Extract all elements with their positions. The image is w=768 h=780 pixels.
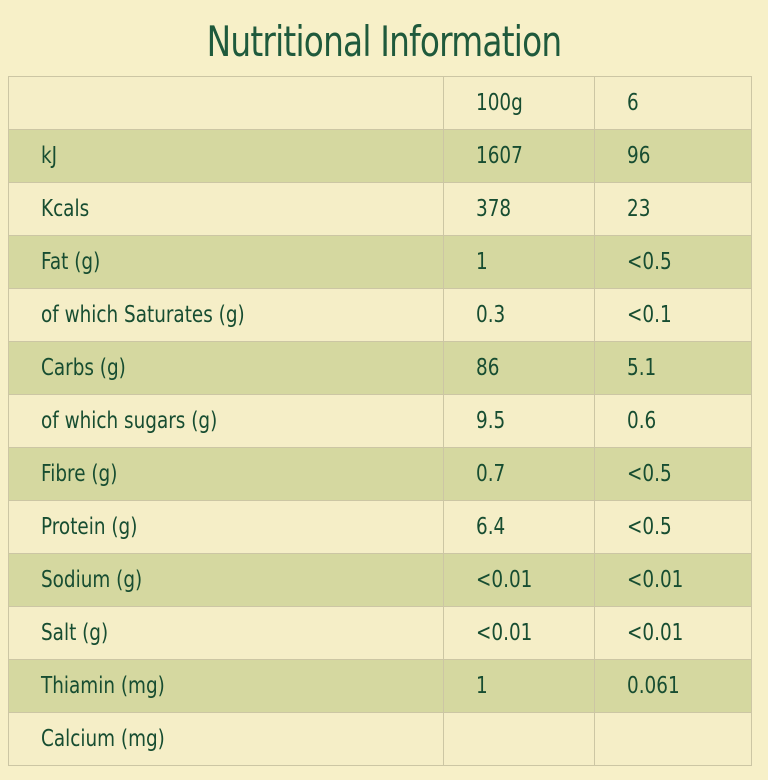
nutrient-label: Protein (g) [8, 500, 444, 554]
nutrient-label: Sodium (g) [8, 553, 444, 607]
value-per-100g: 86 [443, 341, 595, 395]
nutrient-label: Fibre (g) [8, 447, 444, 501]
table-row: of which sugars (g) 9.5 0.6 [8, 394, 752, 448]
table-row: Fat (g) 1 <0.5 [8, 235, 752, 289]
value-per-100g: 378 [443, 182, 595, 236]
table-row: kJ 1607 96 [8, 129, 752, 183]
value-per-serving: <0.01 [594, 606, 752, 660]
header-per-serving-cell: 6 [594, 76, 752, 130]
value-per-100g: 0.7 [443, 447, 595, 501]
value-per-serving: 96 [594, 129, 752, 183]
nutrient-label: Fat (g) [8, 235, 444, 289]
value-per-100g: 1 [443, 235, 595, 289]
nutrient-label: Carbs (g) [8, 341, 444, 395]
value-per-100g: <0.01 [443, 606, 595, 660]
table-row: Protein (g) 6.4 <0.5 [8, 500, 752, 554]
value-per-100g: 6.4 [443, 500, 595, 554]
nutrient-label: Kcals [8, 182, 444, 236]
header-per-100g-cell: 100g [443, 76, 595, 130]
header-label-cell [8, 76, 444, 130]
value-per-serving: 0.061 [594, 659, 752, 713]
nutrient-label: of which Saturates (g) [8, 288, 444, 342]
value-per-100g: <0.01 [443, 553, 595, 607]
value-per-serving: 0.6 [594, 394, 752, 448]
value-per-serving [594, 712, 752, 766]
value-per-serving: <0.5 [594, 500, 752, 554]
value-per-100g: 9.5 [443, 394, 595, 448]
value-per-serving: <0.01 [594, 553, 752, 607]
table-row: Kcals 378 23 [8, 182, 752, 236]
table-header-row: 100g 6 [8, 76, 752, 130]
value-per-100g [443, 712, 595, 766]
nutrient-label: of which sugars (g) [8, 394, 444, 448]
value-per-serving: <0.5 [594, 447, 752, 501]
table-row: Sodium (g) <0.01 <0.01 [8, 553, 752, 607]
value-per-100g: 1 [443, 659, 595, 713]
table-row: Calcium (mg) [8, 712, 752, 766]
value-per-serving: 5.1 [594, 341, 752, 395]
nutrient-label: Salt (g) [8, 606, 444, 660]
table-row: Carbs (g) 86 5.1 [8, 341, 752, 395]
value-per-serving: <0.1 [594, 288, 752, 342]
value-per-100g: 0.3 [443, 288, 595, 342]
value-per-serving: <0.5 [594, 235, 752, 289]
table-row: Fibre (g) 0.7 <0.5 [8, 447, 752, 501]
value-per-serving: 23 [594, 182, 752, 236]
table-row: of which Saturates (g) 0.3 <0.1 [8, 288, 752, 342]
nutrition-table: 100g 6 kJ 1607 96 Kcals 378 23 Fat (g) 1… [8, 76, 752, 766]
nutrient-label: Calcium (mg) [8, 712, 444, 766]
nutrient-label: kJ [8, 129, 444, 183]
page-title: Nutritional Information [206, 17, 563, 66]
table-row: Salt (g) <0.01 <0.01 [8, 606, 752, 660]
table-row: Thiamin (mg) 1 0.061 [8, 659, 752, 713]
value-per-100g: 1607 [443, 129, 595, 183]
nutrient-label: Thiamin (mg) [8, 659, 444, 713]
